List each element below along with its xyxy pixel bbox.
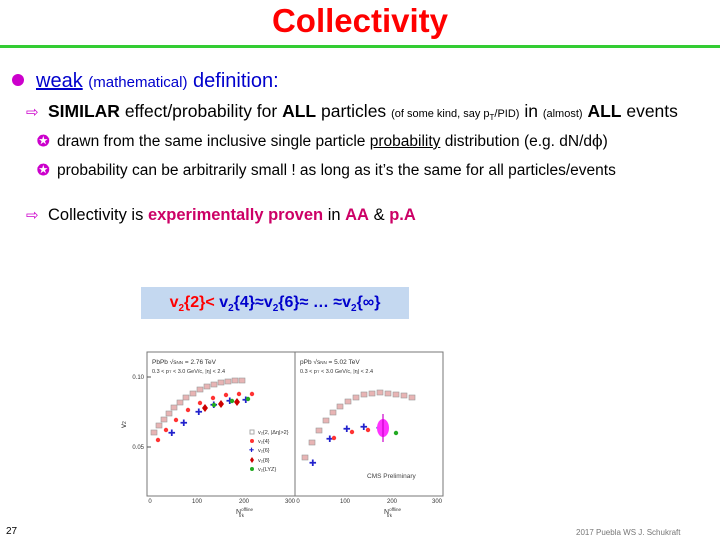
right-v2-2-points bbox=[301, 389, 416, 461]
hollow-arrow-icon: ⇨ bbox=[26, 207, 39, 224]
x-tick-label: 200 bbox=[239, 499, 250, 505]
left-plot-frame bbox=[146, 351, 296, 497]
aa-text: AA bbox=[345, 206, 369, 224]
svg-text:v₂{LYZ}: v₂{LYZ} bbox=[258, 467, 276, 473]
left-plot-header2: 0.3 < pT < 3.0 GeV/c, |η| < 2.4 bbox=[152, 369, 225, 375]
x-axis-label: Noffline trk bbox=[384, 507, 401, 518]
y-tick-label: 0.05 bbox=[132, 445, 144, 451]
bullet-probability-small: ✪ probability can be arbitrarily small ! … bbox=[37, 161, 616, 180]
all-word-2: ALL bbox=[587, 101, 622, 121]
probability-word: probability bbox=[369, 133, 441, 150]
cumulant-equation-box: v2{2}< v2{4}≈v2{6}≈ … ≈v2{∞} bbox=[141, 287, 409, 319]
in-word: in bbox=[524, 101, 538, 121]
left-v2-8-points bbox=[202, 398, 240, 412]
plot-legend: v₂{2, |Δη|>2} v₂{4} ✚ v₂{6} v₂{8} v₂{LYZ… bbox=[249, 429, 289, 473]
page-number: 27 bbox=[6, 526, 18, 537]
hollow-arrow-icon: ⇨ bbox=[26, 104, 39, 121]
bullet2-small: (of some kind, say pT/PID) bbox=[391, 108, 520, 123]
plus-marker: ✚ bbox=[309, 458, 317, 468]
bullet-collectivity-proven: ⇨ Collectivity is experimentally proven i… bbox=[26, 206, 416, 225]
bullet3-text1: drawn from the same inclusive single par… bbox=[57, 133, 366, 150]
footer-credit: 2017 Puebla WS J. Schukraft bbox=[576, 528, 681, 537]
bullet3-text2: distribution (e.g. d bbox=[444, 133, 568, 150]
bullet3-text3: N/d bbox=[567, 133, 593, 150]
slide-title: Collectivity bbox=[271, 2, 449, 39]
almost-word: (almost) bbox=[542, 108, 583, 120]
svg-text:v₂{8}: v₂{8} bbox=[258, 458, 270, 464]
left-v2-lyz-points bbox=[211, 396, 251, 408]
x-tick-label: 300 bbox=[432, 499, 443, 505]
plus-marker: ✚ bbox=[360, 422, 368, 432]
weak-word: weak bbox=[36, 70, 83, 92]
check-icon: ✪ bbox=[37, 133, 50, 150]
plus-marker: ✚ bbox=[210, 400, 218, 410]
events-word: events bbox=[626, 101, 678, 121]
plus-marker: ✚ bbox=[376, 423, 384, 433]
similar-word: SIMILAR bbox=[48, 101, 120, 121]
bullet4-text: probability can be arbitrarily small ! a… bbox=[57, 162, 616, 179]
x-tick-label: 200 bbox=[387, 499, 398, 505]
y-axis-label: v2 bbox=[119, 421, 128, 428]
mathematical-word: (mathematical) bbox=[88, 74, 188, 91]
round-bullet-icon bbox=[12, 74, 24, 86]
x-tick-label: 100 bbox=[340, 499, 351, 505]
experimentally-proven-text: experimentally proven bbox=[147, 206, 324, 224]
bullet-similar: ⇨ SIMILAR effect/probability for ALL part… bbox=[26, 101, 678, 122]
right-v2-4-points: ✚ ✚ ✚ ✚ ✚ bbox=[309, 422, 384, 468]
x-axis-label: Noffline trk bbox=[236, 507, 253, 518]
svg-text:✚: ✚ bbox=[249, 447, 254, 454]
bullet2-text1: effect/probability for bbox=[124, 101, 278, 121]
right-v2-8-points bbox=[377, 414, 389, 442]
svg-text:v₂{2, |Δη|>2}: v₂{2, |Δη|>2} bbox=[258, 430, 289, 436]
right-plot-header1: pPb √sNN = 5.02 TeV bbox=[300, 358, 360, 366]
phi-symbol: ϕ bbox=[592, 132, 603, 150]
x-tick-label: 300 bbox=[285, 499, 296, 505]
right-plot-frame bbox=[294, 351, 444, 497]
bullet5-in: in bbox=[327, 206, 341, 224]
bullet5-text1: Collectivity is bbox=[48, 206, 144, 224]
right-v2-lyz-points bbox=[379, 429, 399, 436]
svg-text:v₂{6}: v₂{6} bbox=[258, 448, 270, 454]
x-tick-label: 0 bbox=[148, 499, 152, 505]
left-v2-4-points bbox=[155, 391, 255, 443]
y-tick-label: 0.10 bbox=[132, 375, 144, 381]
plus-marker: ✚ bbox=[168, 428, 176, 438]
ampersand: & bbox=[373, 206, 385, 224]
plus-marker: ✚ bbox=[242, 395, 250, 405]
svg-text:v₂{4}: v₂{4} bbox=[258, 439, 270, 445]
title-underline bbox=[0, 45, 720, 48]
bullet-weak-definition: weak (mathematical) definition: bbox=[12, 70, 279, 93]
left-plot-header1: PbPb √sNN = 2.76 TeV bbox=[152, 358, 217, 366]
bullet3-text4: ) bbox=[602, 133, 608, 150]
x-tick-label: 100 bbox=[192, 499, 203, 505]
pa-text: p.A bbox=[389, 206, 416, 224]
left-v2-6-points: ✚ ✚ ✚ ✚ ✚ ✚ bbox=[168, 395, 250, 438]
right-v2-6-points bbox=[331, 427, 371, 441]
cms-preliminary-label: CMS Preliminary bbox=[367, 473, 417, 480]
right-plot-header2: 0.3 < pT < 3.0 GeV/c, |η| < 2.4 bbox=[300, 369, 373, 375]
bullet2-text2: particles bbox=[321, 101, 387, 121]
bullet-drawn-from: ✪ drawn from the same inclusive single pa… bbox=[37, 132, 608, 151]
plus-marker: ✚ bbox=[195, 407, 203, 417]
plus-marker: ✚ bbox=[326, 434, 334, 444]
x-tick-label: 0 bbox=[296, 499, 300, 505]
plus-marker: ✚ bbox=[180, 418, 188, 428]
plus-marker: ✚ bbox=[343, 424, 351, 434]
definition-word: definition: bbox=[193, 70, 279, 92]
plus-marker: ✚ bbox=[226, 396, 234, 406]
check-icon: ✪ bbox=[37, 162, 50, 179]
all-word: ALL bbox=[282, 101, 317, 121]
left-v2-2-points bbox=[150, 377, 246, 436]
